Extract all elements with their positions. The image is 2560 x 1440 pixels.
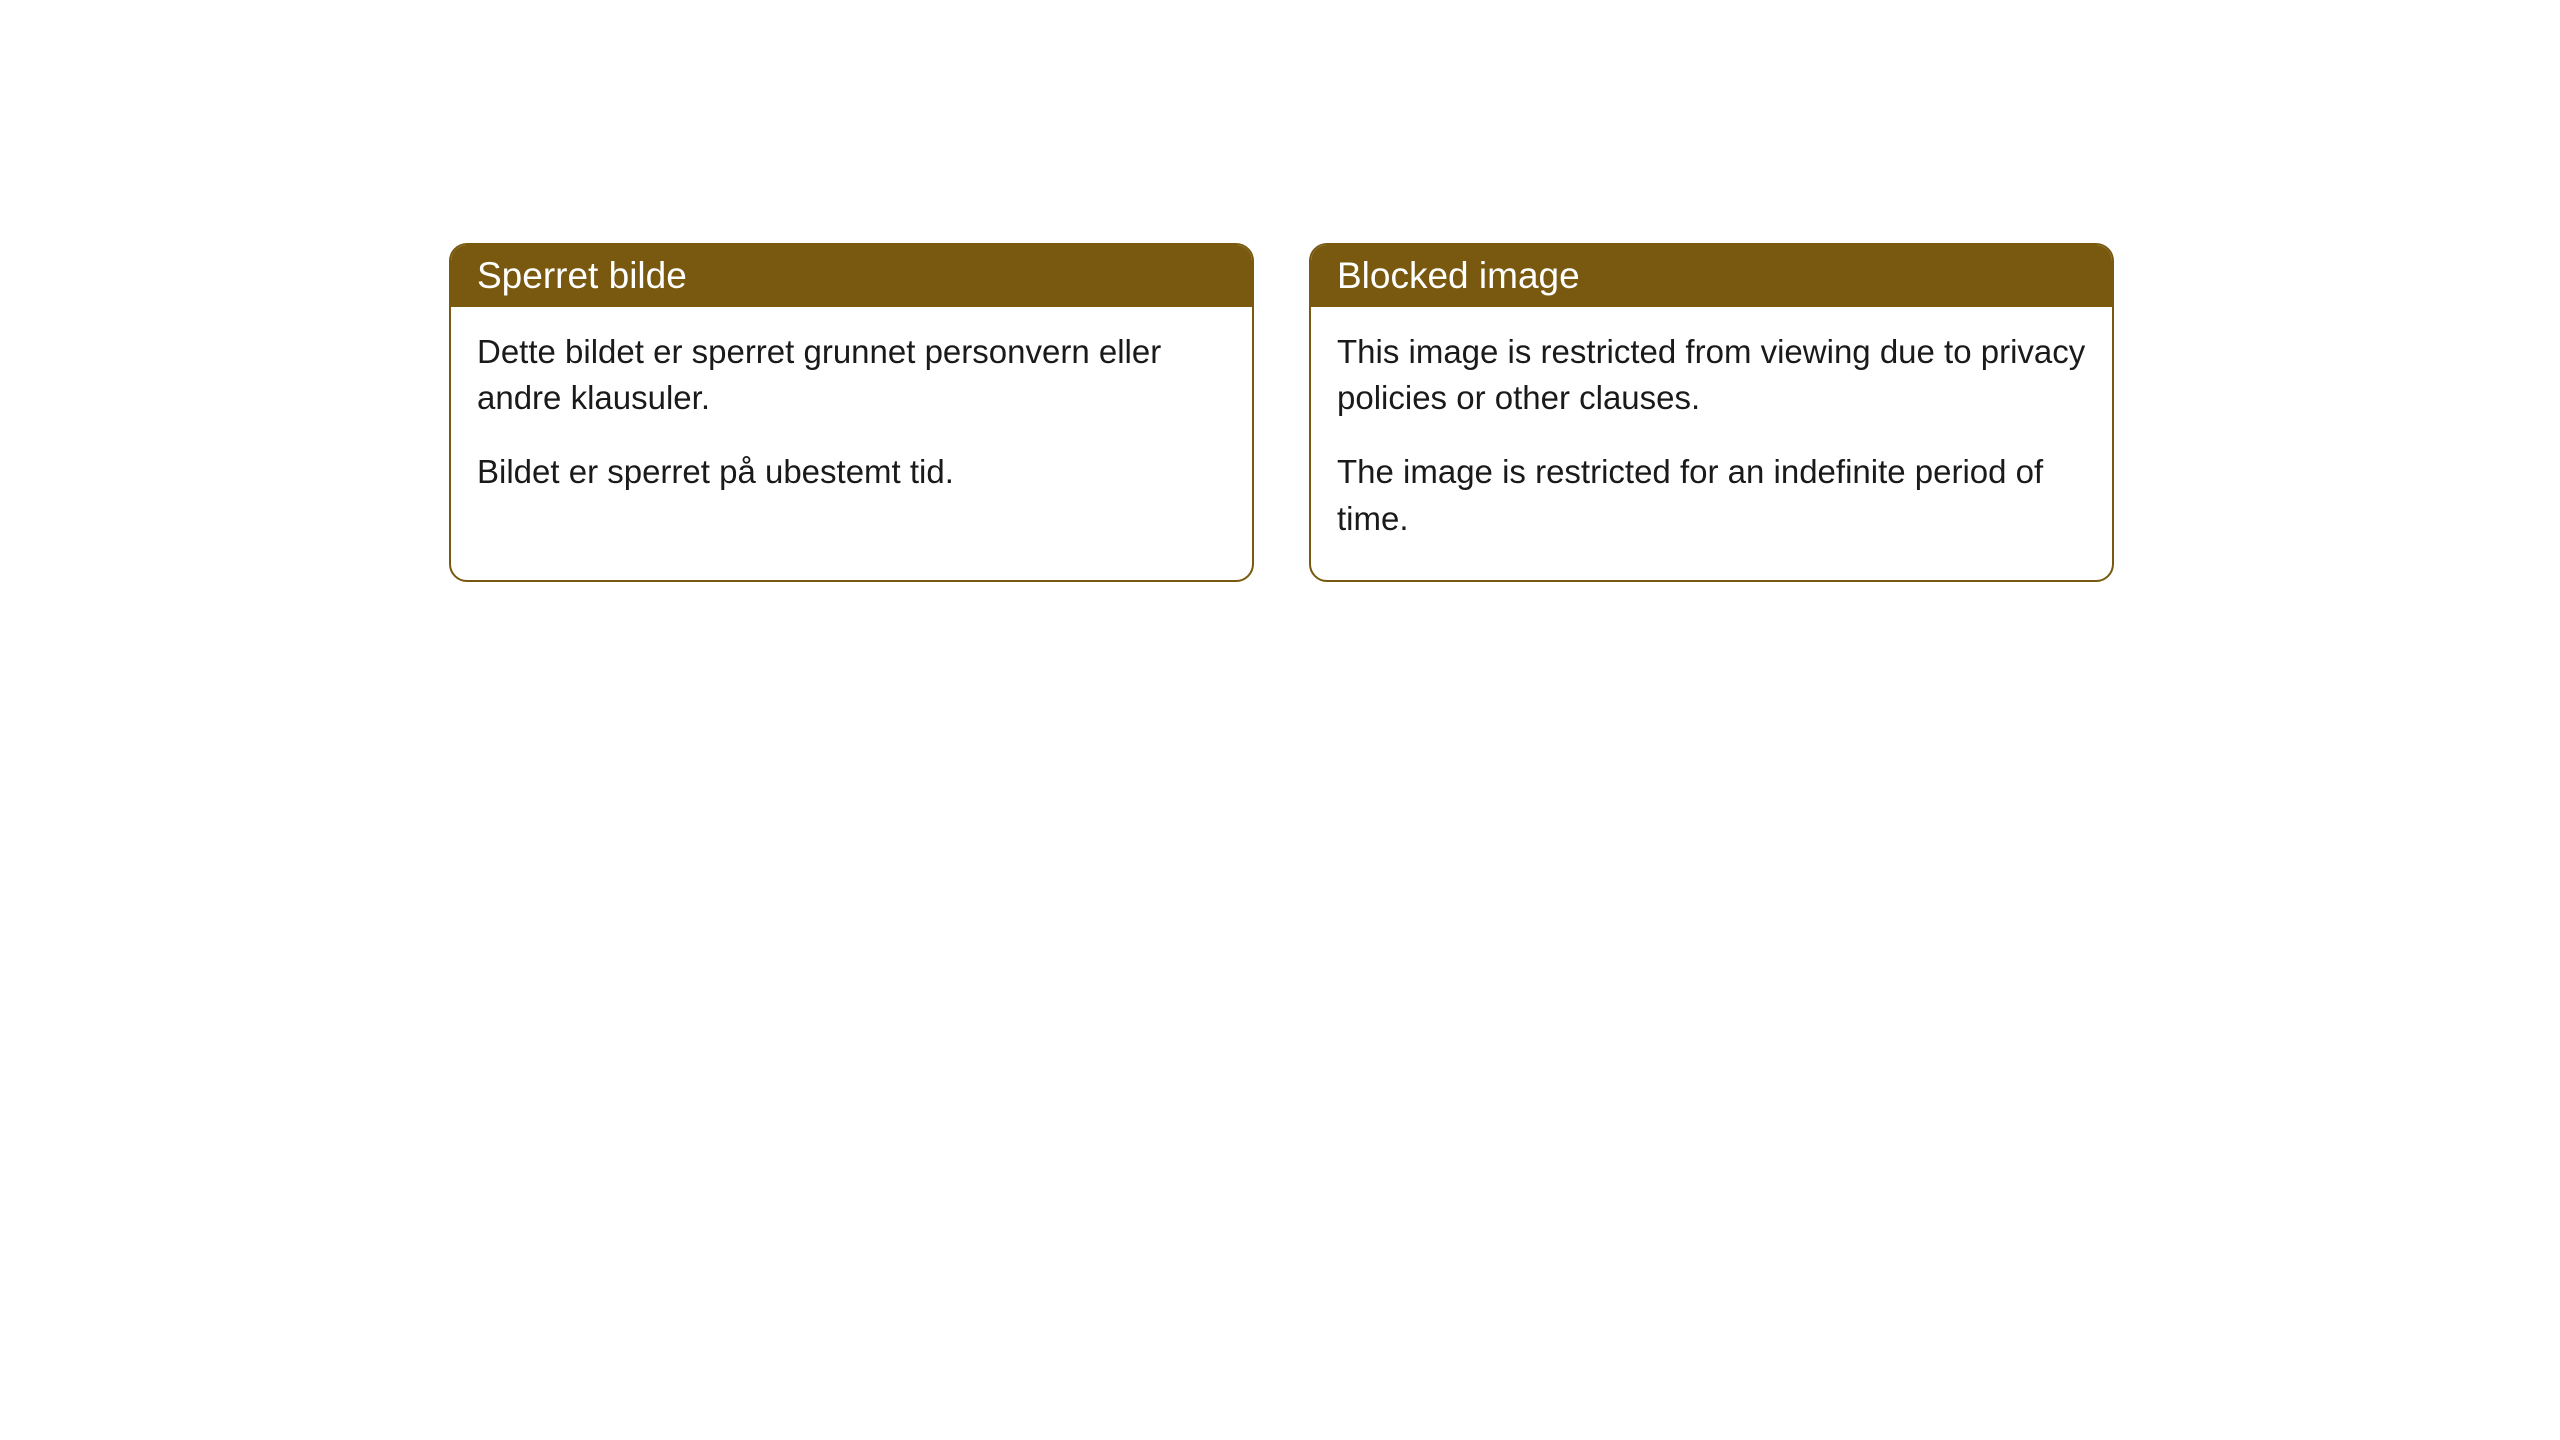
card-paragraph: Bildet er sperret på ubestemt tid.	[477, 449, 1226, 495]
notice-card-norwegian: Sperret bilde Dette bildet er sperret gr…	[449, 243, 1254, 582]
card-header-english: Blocked image	[1311, 245, 2112, 307]
card-header-norwegian: Sperret bilde	[451, 245, 1252, 307]
card-title: Sperret bilde	[477, 255, 687, 296]
notice-cards-container: Sperret bilde Dette bildet er sperret gr…	[449, 243, 2114, 582]
card-body-english: This image is restricted from viewing du…	[1311, 307, 2112, 580]
notice-card-english: Blocked image This image is restricted f…	[1309, 243, 2114, 582]
card-paragraph: This image is restricted from viewing du…	[1337, 329, 2086, 421]
card-paragraph: The image is restricted for an indefinit…	[1337, 449, 2086, 541]
card-title: Blocked image	[1337, 255, 1580, 296]
card-paragraph: Dette bildet er sperret grunnet personve…	[477, 329, 1226, 421]
card-body-norwegian: Dette bildet er sperret grunnet personve…	[451, 307, 1252, 534]
